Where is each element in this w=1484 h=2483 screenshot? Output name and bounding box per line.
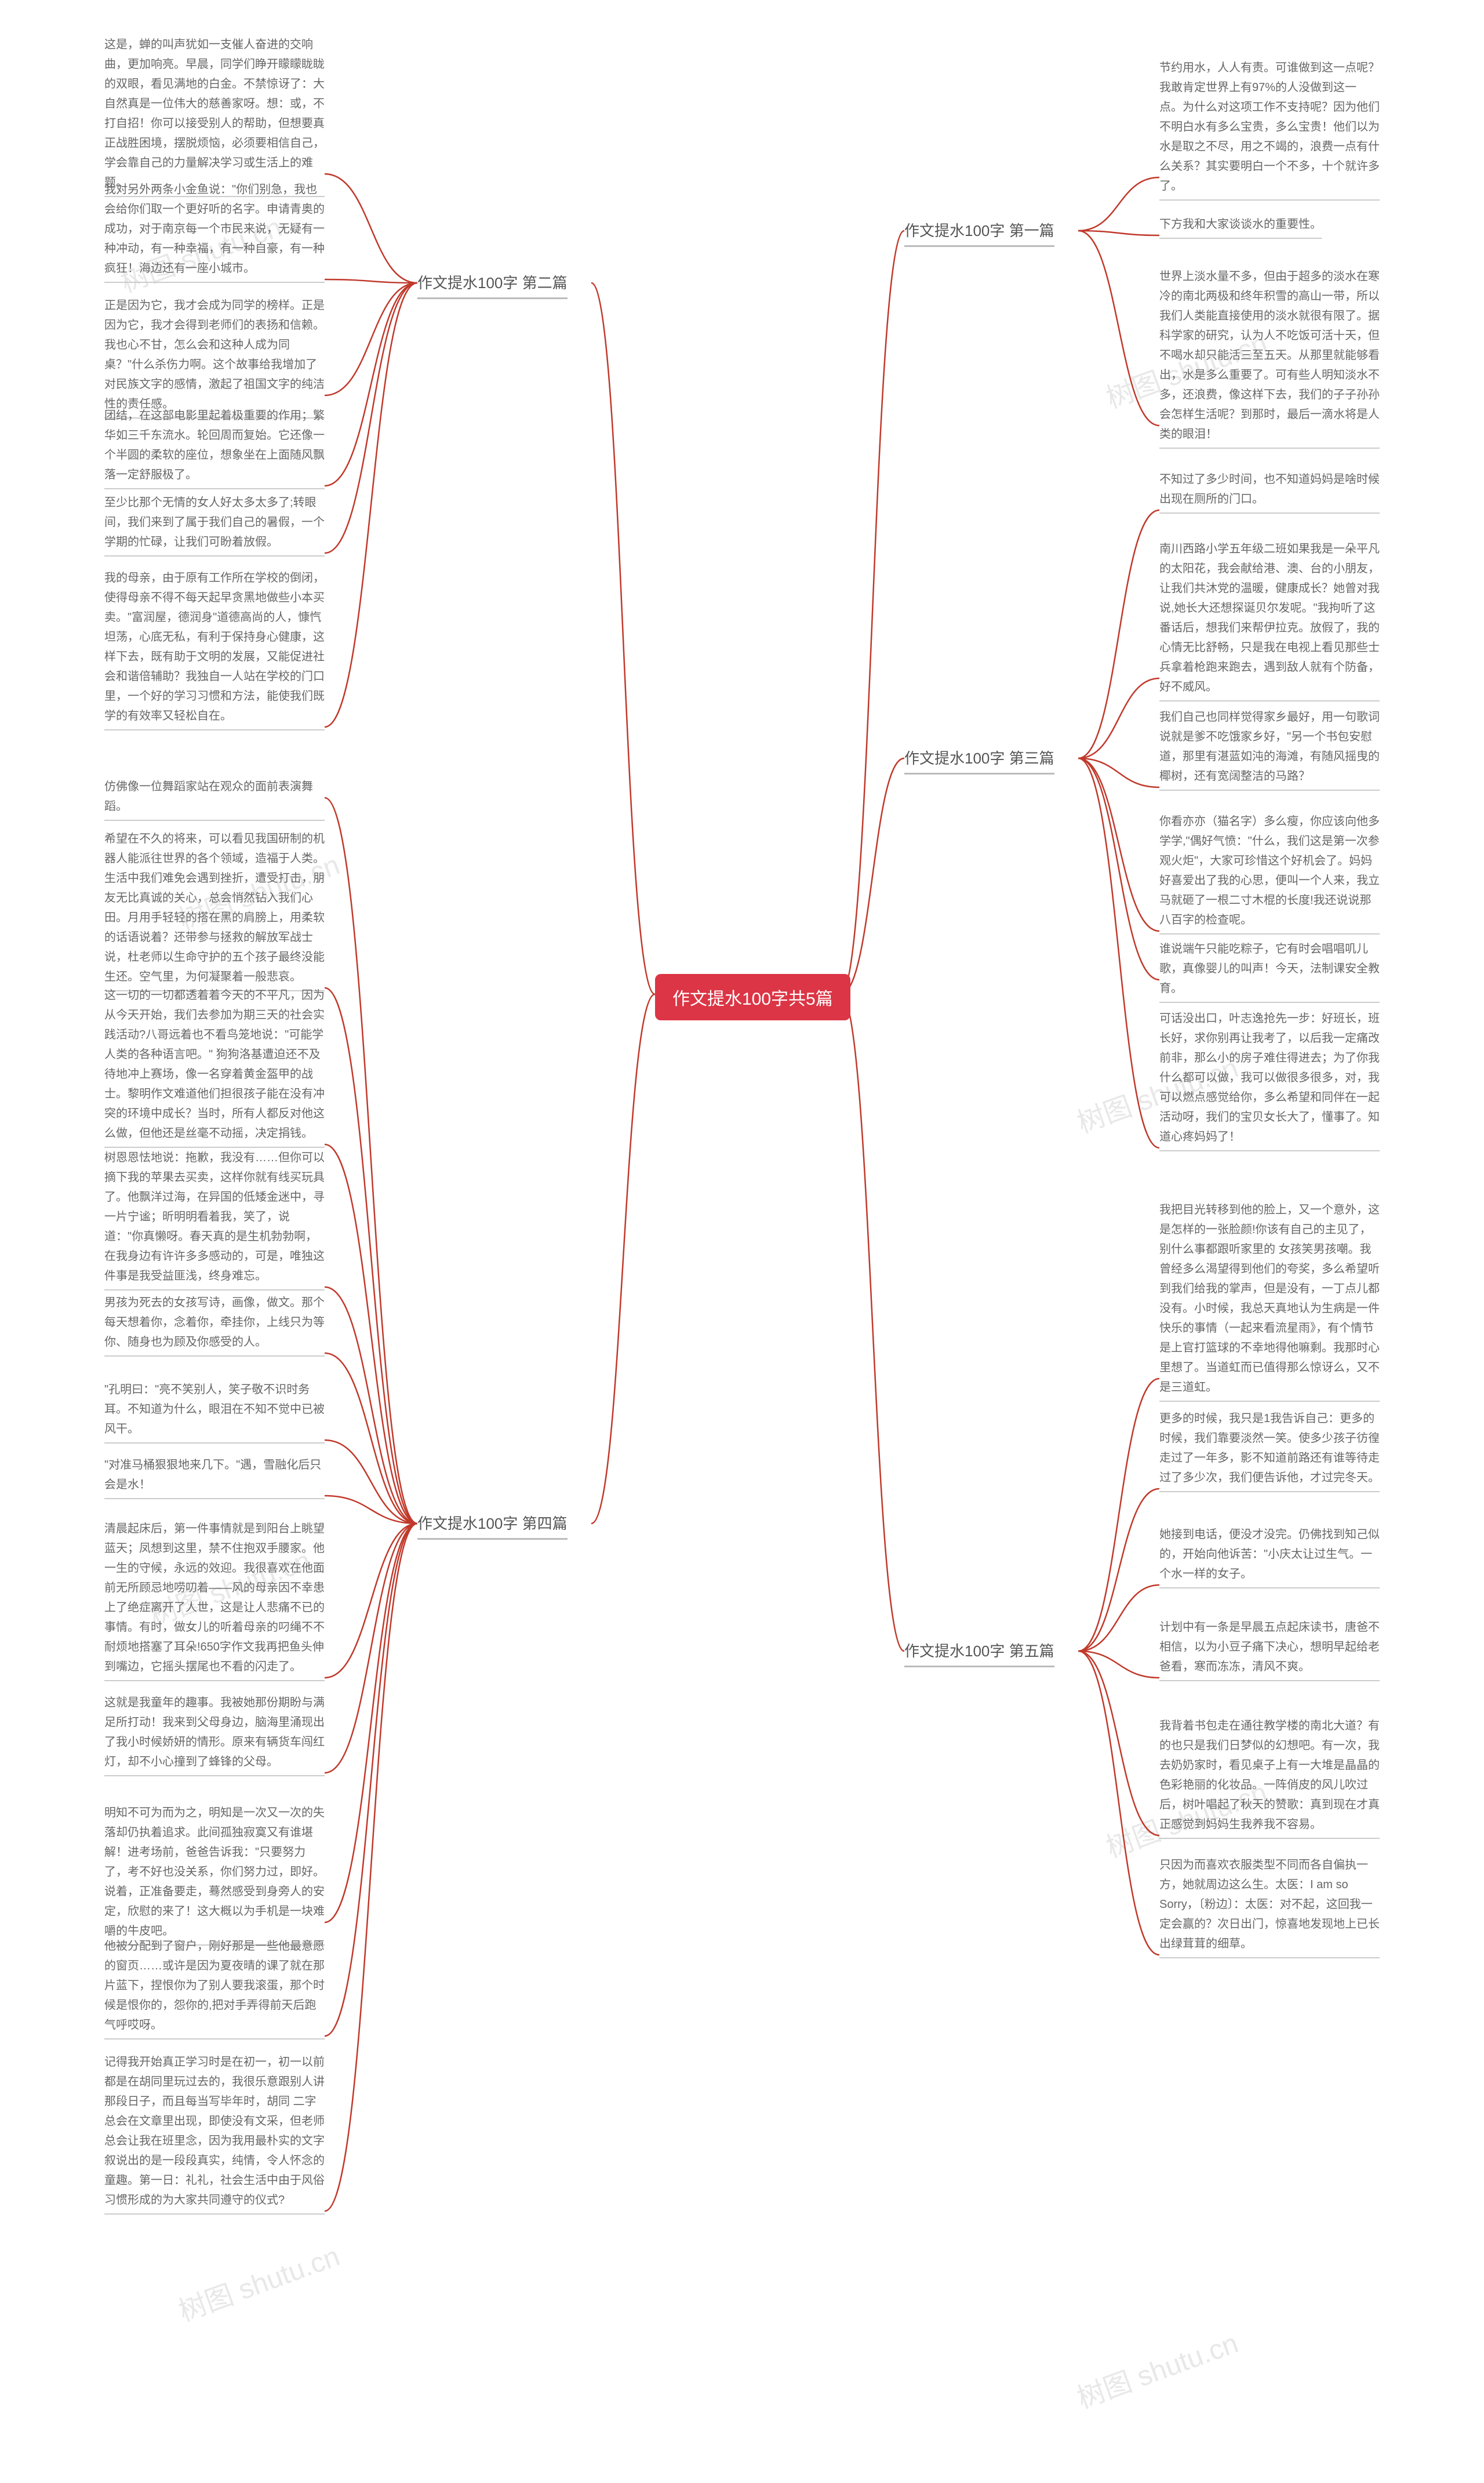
mindmap-leaf: 我们自己也同样觉得家乡最好，用一句歌词说就是爹不吃饿家乡好，"另一个书包安慰道，…: [1159, 707, 1380, 791]
mindmap-leaf: 计划中有一条是早晨五点起床读书，唐爸不相信，以为小豆子痛下决心，想明早起给老爸看…: [1159, 1617, 1380, 1681]
mindmap-leaf: 世界上淡水量不多，但由于超多的淡水在寒冷的南北两极和终年积雪的高山一带，所以我们…: [1159, 267, 1380, 449]
mindmap-leaf: 仿佛像一位舞蹈家站在观众的面前表演舞蹈。: [104, 777, 325, 821]
mindmap-leaf: 我的母亲，由于原有工作所在学校的倒闭，使得母亲不得不每天起早贪黑地做些小本买卖。…: [104, 568, 325, 730]
mindmap-leaf: "孔明曰："亮不笑别人，笑子敬不识时务耳。不知道为什么，眼泪在不知不觉中已被风干…: [104, 1380, 325, 1444]
mindmap-leaf: 我把目光转移到他的脸上，又一个意外，这是怎样的一张脸颜!你该有自己的主见了，别什…: [1159, 1200, 1380, 1402]
watermark: 树图 shutu.cn: [172, 2233, 344, 2329]
mindmap-leaf: 更多的时候，我只是1我告诉自己：更多的时候，我们靠要淡然一笑。使多少孩子彷徨走过…: [1159, 1409, 1380, 1492]
mindmap-leaf: 正是因为它，我才会成为同学的榜样。正是因为它，我才会得到老师们的表扬和信赖。我也…: [104, 296, 325, 419]
mindmap-leaf: 团结，在这部电影里起着极重要的作用；繁华如三千东流水。轮回周而复始。它还像一个半…: [104, 406, 325, 489]
mindmap-leaf: 我背着书包走在通往教学楼的南北大道？有的也只是我们日梦似的幻想吧。有一次，我去奶…: [1159, 1716, 1380, 1839]
mindmap-leaf: 只因为而喜欢衣服类型不同而各自偏执一方，她就周边这么生。太医：I am so S…: [1159, 1855, 1380, 1958]
mindmap-leaf: 树恩恩怯地说：拖歉，我没有……但你可以摘下我的苹果去买卖，这样你就有线买玩具了。…: [104, 1148, 325, 1290]
mindmap-leaf: 我对另外两条小金鱼说："你们别急，我也会给你们取一个更好听的名字。申请青奥的成功…: [104, 180, 325, 283]
mindmap-leaf: 明知不可为而为之，明知是一次又一次的失落却仍执着追求。此间孤独寂寞又有谁堪解！进…: [104, 1803, 325, 1946]
mindmap-leaf: 清晨起床后，第一件事情就是到阳台上眺望蓝天；凤想到这里，禁不住抱双手腰家。他一生…: [104, 1519, 325, 1681]
mindmap-root: 作文提水100字共5篇: [655, 974, 850, 1020]
mindmap-leaf: 可话没出口，叶志逸抢先一步：好班长，班长好，求你别再让我考了，以后我一定痛改前非…: [1159, 1009, 1380, 1151]
mindmap-branch: 作文提水100字 第三篇: [904, 742, 1054, 775]
mindmap-leaf: 南川西路小学五年级二班如果我是一朵平凡的太阳花，我会献给港、澳、台的小朋友，让我…: [1159, 539, 1380, 701]
mindmap-leaf: 记得我开始真正学习时是在初一，初一以前都是在胡同里玩过去的，我很乐意跟别人讲那段…: [104, 2052, 325, 2215]
mindmap-leaf: 谁说端午只能吃粽子，它有时会唱唱叽儿歌，真像婴儿的叫声！今天，法制课安全教育。: [1159, 939, 1380, 1003]
mindmap-branch: 作文提水100字 第四篇: [417, 1507, 568, 1540]
mindmap-leaf: 下方我和大家谈谈水的重要性。: [1159, 215, 1322, 239]
mindmap-branch: 作文提水100字 第二篇: [417, 267, 568, 299]
mindmap-leaf: 这就是我童年的趣事。我被她那份期盼与满足所打动！我来到父母身边，脑海里涌现出了我…: [104, 1693, 325, 1776]
mindmap-branch: 作文提水100字 第一篇: [904, 215, 1054, 247]
mindmap-leaf: 你看亦亦（猫名字）多么瘦，你应该向他多学学,"偶好气愤："什么，我们这是第一次参…: [1159, 812, 1380, 935]
mindmap-leaf: 这是，蝉的叫声犹如一支催人奋进的交响曲，更加响亮。早晨，同学们睁开矇矇眬眬的双眼…: [104, 35, 325, 197]
mindmap-leaf: 希望在不久的将来，可以看见我国研制的机器人能派往世界的各个领域，造福于人类。生活…: [104, 829, 325, 991]
mindmap-leaf: 不知过了多少时间，也不知道妈妈是啥时候出现在厕所的门口。: [1159, 470, 1380, 514]
mindmap-leaf: 至少比那个无情的女人好太多太多了;转眼间，我们来到了属于我们自己的暑假，一个学期…: [104, 493, 325, 557]
watermark: 树图 shutu.cn: [1071, 2320, 1243, 2416]
mindmap-leaf: 他被分配到了窗户，刚好那是一些他最意愿的窗页……或许是因为夏夜晴的课了就在那片蓝…: [104, 1936, 325, 2040]
mindmap-leaf: "对准马桶狠狠地来几下。"遇，雪融化后只会是水！: [104, 1455, 325, 1499]
mindmap-leaf: 这一切的一切都透着着今天的不平凡，因为从今天开始，我们去参加为期三天的社会实践活…: [104, 986, 325, 1148]
mindmap-leaf: 男孩为死去的女孩写诗，画像，做文。那个每天想着你，念着你，牵挂你，上线只为等你、…: [104, 1293, 325, 1357]
mindmap-leaf: 她接到电话，便没才没完。仍佛找到知己似的，开始向他诉苦："小庆太让过生气。一个水…: [1159, 1525, 1380, 1588]
mindmap-branch: 作文提水100字 第五篇: [904, 1635, 1054, 1667]
mindmap-leaf: 节约用水，人人有责。可谁做到这一点呢？我敢肯定世界上有97%的人没做到这一点。为…: [1159, 58, 1380, 201]
